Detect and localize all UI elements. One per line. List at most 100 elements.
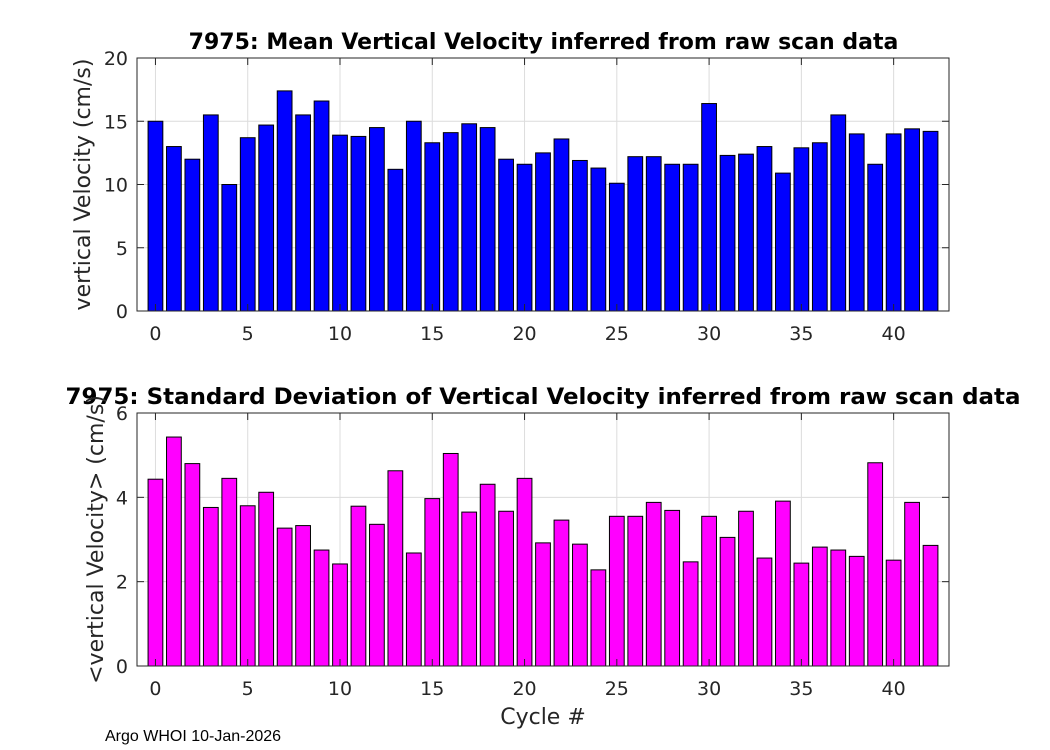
bar-cycle-5 — [239, 505, 256, 667]
y-tick-label: 2 — [116, 572, 128, 594]
bar-cycle-27 — [645, 501, 662, 667]
bar-cycle-31 — [719, 536, 736, 667]
bar-cycle-2 — [184, 158, 201, 312]
y-tick-label: 10 — [104, 175, 128, 197]
bar-cycle-17 — [461, 511, 478, 667]
axes-box — [136, 412, 950, 667]
x-tick-label: 0 — [149, 323, 161, 345]
bar-cycle-23 — [572, 159, 588, 312]
bar-cycle-1 — [166, 436, 182, 667]
y-tick-label: 0 — [116, 656, 128, 678]
bar-cycle-34 — [775, 500, 791, 667]
bar-cycle-0 — [147, 478, 164, 667]
x-tick-label: 25 — [605, 678, 629, 700]
bar-cycle-7 — [276, 527, 293, 667]
y-tick-label: 0 — [116, 301, 128, 323]
bar-cycle-35 — [793, 147, 810, 312]
x-tick-label: 25 — [605, 323, 629, 345]
x-tick-label: 30 — [697, 678, 721, 700]
bar-cycle-3 — [202, 114, 219, 312]
y-axis-label: <vertical Velocity> (cm/s) — [84, 395, 109, 684]
bar-cycle-15 — [424, 498, 441, 667]
bar-cycle-8 — [295, 525, 311, 667]
bar-cycle-14 — [405, 120, 422, 312]
bar-cycle-19 — [498, 158, 514, 312]
bar-cycle-10 — [332, 563, 348, 667]
x-tick-label: 15 — [420, 323, 444, 345]
bar-cycle-25 — [608, 515, 625, 667]
bar-cycle-4 — [221, 477, 238, 667]
bar-cycle-18 — [479, 127, 496, 312]
y-tick-label: 5 — [116, 238, 128, 260]
mean-velocity-panel: 0 5 10 15 20 25 30 35 40 0 5 10 15 20 7975: Mean Verti… — [71, 30, 950, 345]
bar-cycle-21 — [535, 542, 551, 667]
bar-cycle-24 — [590, 167, 607, 312]
bar-cycle-14 — [405, 552, 422, 667]
bar-cycle-41 — [904, 128, 920, 312]
chart-title: 7975: Mean Vertical Velocity inferred fr… — [189, 30, 899, 55]
bar-cycle-5 — [239, 137, 256, 312]
x-tick-label: 0 — [149, 678, 161, 700]
bar-cycle-22 — [553, 519, 570, 667]
x-tick-label: 5 — [242, 323, 254, 345]
bar-cycle-33 — [756, 146, 773, 312]
x-tick-label: 15 — [420, 678, 444, 700]
bar-cycle-37 — [830, 114, 847, 312]
bar-cycle-40 — [885, 559, 902, 667]
bar-cycle-7 — [276, 90, 293, 312]
bar-cycle-30 — [701, 515, 717, 667]
bar-cycle-39 — [867, 462, 884, 667]
bar-cycle-9 — [313, 549, 330, 667]
bar-cycle-0 — [147, 120, 164, 312]
bar-cycle-24 — [590, 569, 607, 667]
x-tick-label: 40 — [882, 323, 906, 345]
y-tick-label: 20 — [104, 48, 128, 70]
bar-cycle-38 — [848, 555, 865, 667]
y-tick-label: 15 — [104, 111, 128, 133]
y-tick-label: 6 — [116, 403, 128, 425]
bar-cycle-42 — [922, 544, 939, 667]
bar-cycle-40 — [885, 133, 902, 312]
bar-cycle-32 — [738, 153, 754, 312]
y-axis-label: vertical Velocity (cm/s) — [71, 59, 96, 311]
x-tick-label: 35 — [789, 678, 813, 700]
bar-cycle-34 — [775, 172, 791, 312]
bar-cycle-36 — [811, 546, 828, 667]
bar-cycle-16 — [442, 132, 459, 312]
bar-cycle-2 — [184, 463, 201, 667]
bar-cycle-26 — [627, 156, 644, 312]
bar-cycle-13 — [387, 168, 404, 312]
bar-cycle-37 — [830, 549, 847, 667]
bar-cycle-28 — [664, 163, 681, 312]
bar-cycle-8 — [295, 114, 311, 312]
bar-cycle-6 — [258, 491, 275, 667]
bar-cycle-3 — [202, 506, 219, 667]
x-tick-label: 10 — [328, 323, 352, 345]
bar-cycle-21 — [535, 152, 551, 312]
bar-cycle-10 — [332, 134, 348, 312]
bar-cycle-26 — [627, 515, 644, 667]
bar-cycle-11 — [350, 505, 367, 667]
x-axis-label: Cycle # — [500, 705, 586, 730]
footer-credit: Argo WHOI 10-Jan-2026 — [105, 728, 281, 745]
bar-cycle-23 — [572, 543, 588, 667]
bar-cycle-39 — [867, 163, 884, 312]
bar-cycle-6 — [258, 124, 275, 312]
bar-cycle-32 — [738, 510, 754, 667]
bar-cycle-25 — [608, 182, 625, 312]
bar-cycle-38 — [848, 133, 865, 312]
bar-cycle-17 — [461, 123, 478, 312]
bar-cycle-30 — [701, 103, 717, 312]
bar-cycle-11 — [350, 135, 367, 312]
bar-cycle-9 — [313, 100, 330, 312]
bar-cycle-16 — [442, 452, 459, 667]
bar-cycle-27 — [645, 156, 662, 312]
bar-cycle-18 — [479, 483, 496, 667]
chart-title: 7975: Standard Deviation of Vertical Vel… — [66, 385, 1021, 410]
bar-cycle-1 — [166, 146, 182, 312]
x-tick-label: 30 — [697, 323, 721, 345]
x-tick-label: 20 — [512, 678, 536, 700]
bar-cycle-20 — [516, 477, 533, 667]
